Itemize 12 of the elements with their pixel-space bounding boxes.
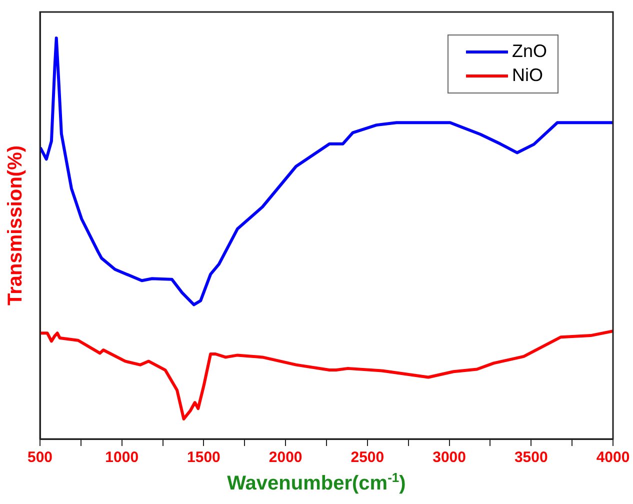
y-axis-title: Transmission(%): [4, 145, 27, 306]
x-tick-label: 1000: [105, 449, 139, 466]
x-tick-label: 1500: [187, 449, 220, 466]
x-tick-label: 3000: [432, 449, 466, 466]
x-tick-label: 500: [27, 449, 53, 466]
x-tick-label: 4000: [596, 449, 630, 466]
x-tick-label: 2000: [268, 449, 302, 466]
x-tick-label: 3500: [514, 449, 548, 466]
x-tick-label: 2500: [350, 449, 384, 466]
legend-label: ZnO: [512, 40, 548, 61]
x-axis-title: Wavenumber(cm$^{-1}$): [226, 470, 407, 496]
legend-label: NiO: [512, 64, 543, 85]
